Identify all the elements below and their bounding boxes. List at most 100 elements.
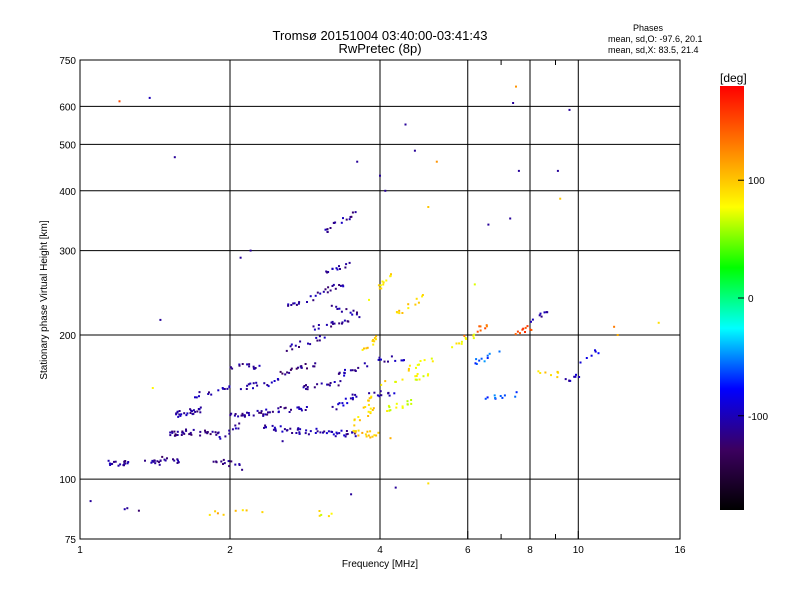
data-point: [326, 228, 329, 231]
data-point: [319, 292, 322, 295]
data-point: [479, 329, 482, 332]
data-point: [487, 223, 490, 226]
data-point: [431, 360, 434, 363]
data-point: [373, 434, 376, 437]
data-point: [241, 363, 244, 365]
data-point: [348, 261, 351, 264]
x-axis-label: Frequency [MHz]: [342, 559, 418, 570]
data-point: [351, 431, 354, 433]
chart-subtitle: RwPretec (8p): [338, 41, 421, 56]
data-point: [344, 435, 347, 438]
data-point: [415, 297, 418, 300]
data-point: [338, 322, 341, 325]
data-point: [355, 395, 358, 398]
data-point: [365, 435, 368, 438]
data-point: [338, 307, 341, 310]
data-point: [252, 414, 255, 417]
data-point: [394, 380, 397, 383]
data-point: [228, 432, 231, 435]
data-point: [407, 369, 410, 372]
data-point: [345, 308, 348, 311]
data-point: [267, 411, 269, 414]
data-point: [356, 311, 358, 314]
data-point: [290, 343, 293, 346]
data-point: [220, 460, 223, 463]
data-point: [384, 380, 387, 383]
data-point: [537, 370, 540, 373]
data-point: [370, 396, 373, 399]
data-point: [158, 463, 161, 466]
data-point: [246, 384, 249, 387]
data-point: [185, 428, 187, 431]
data-point: [430, 357, 433, 360]
data-point: [303, 385, 306, 387]
gridlines: [80, 60, 680, 539]
data-point: [363, 347, 365, 350]
data-point: [367, 403, 370, 406]
data-point: [367, 434, 370, 437]
data-point: [398, 309, 401, 312]
data-point: [327, 383, 330, 386]
data-point: [515, 85, 517, 88]
data-point: [255, 381, 258, 384]
data-point: [352, 429, 355, 432]
data-point: [318, 514, 321, 517]
data-point: [126, 462, 129, 465]
data-point: [512, 102, 515, 104]
data-point: [176, 434, 179, 436]
x-tick-label: 2: [227, 545, 233, 556]
data-point: [281, 430, 284, 433]
data-point: [388, 409, 391, 412]
data-point: [395, 402, 398, 405]
data-point: [300, 409, 303, 412]
data-point: [345, 218, 348, 221]
data-point: [256, 409, 259, 412]
data-point: [338, 284, 341, 286]
data-point: [386, 410, 389, 412]
data-point: [354, 393, 357, 396]
data-point: [309, 295, 312, 298]
data-point: [289, 368, 292, 371]
data-point: [364, 433, 367, 436]
data-point: [383, 360, 386, 363]
data-point: [210, 393, 213, 396]
data-point: [230, 460, 233, 463]
data-point: [402, 359, 405, 362]
data-point: [274, 429, 277, 432]
data-point: [479, 325, 482, 328]
data-point: [258, 411, 261, 414]
data-point: [408, 364, 411, 367]
data-point: [199, 434, 202, 437]
data-point: [216, 512, 219, 515]
data-point: [363, 362, 366, 365]
data-point: [239, 256, 242, 259]
data-point: [364, 406, 367, 408]
data-point: [241, 468, 244, 471]
data-point: [297, 366, 299, 369]
x-tick-label: 4: [377, 545, 383, 556]
data-point: [389, 409, 392, 412]
data-point: [315, 427, 318, 430]
data-point: [322, 431, 324, 434]
data-point: [249, 249, 252, 252]
data-point: [597, 352, 600, 355]
data-point: [309, 430, 312, 433]
data-point: [417, 301, 420, 304]
data-point: [463, 334, 466, 337]
data-point: [353, 432, 356, 435]
data-point: [327, 430, 330, 433]
data-point: [575, 373, 577, 376]
data-point: [219, 437, 222, 440]
data-point: [316, 383, 319, 386]
data-point: [517, 169, 520, 172]
data-point: [361, 431, 364, 434]
data-point: [298, 301, 301, 304]
data-point: [123, 508, 126, 511]
data-point: [568, 108, 571, 111]
data-point: [196, 410, 199, 413]
data-point: [357, 366, 360, 369]
data-point: [348, 218, 351, 221]
data-point: [226, 387, 229, 390]
data-point: [460, 342, 463, 345]
data-point: [302, 386, 305, 389]
